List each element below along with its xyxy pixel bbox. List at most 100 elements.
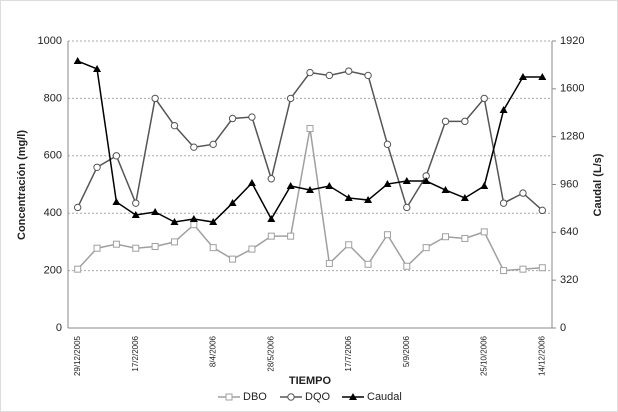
marker	[403, 203, 411, 212]
marker	[228, 114, 237, 123]
marker	[441, 117, 450, 126]
marker	[190, 143, 198, 151]
x-tick-label: 28/5/2006	[266, 335, 275, 371]
marker	[364, 260, 372, 268]
marker	[267, 175, 275, 183]
y-tick-label: 200	[44, 265, 62, 277]
marker	[538, 73, 547, 81]
marker	[480, 181, 489, 189]
marker	[402, 177, 411, 185]
marker	[441, 186, 450, 194]
marker	[93, 244, 101, 252]
marker	[306, 68, 314, 77]
x-tick-label: 17/7/2006	[344, 335, 353, 371]
y2-tick-label: 960	[560, 178, 578, 190]
marker	[345, 241, 353, 249]
legend-label: DBO	[243, 391, 267, 403]
marker	[267, 215, 276, 223]
legend-marker	[287, 393, 295, 401]
marker	[518, 73, 527, 81]
marker	[248, 113, 256, 121]
marker	[229, 255, 237, 263]
marker	[325, 259, 333, 267]
marker	[131, 210, 140, 218]
legend-label: Caudal	[367, 391, 402, 403]
marker	[170, 238, 178, 246]
marker	[403, 262, 411, 270]
y-tick-label: 800	[44, 92, 62, 104]
marker	[132, 244, 140, 252]
marker	[538, 264, 546, 272]
y2-tick-label: 0	[560, 322, 566, 334]
marker	[461, 234, 469, 242]
y-axis-title: Concentración (mg/l)	[16, 130, 28, 240]
y-tick-label: 1000	[38, 35, 62, 47]
marker	[74, 265, 82, 273]
marker	[442, 233, 450, 241]
marker	[325, 181, 334, 189]
marker	[519, 265, 527, 273]
legend-marker	[349, 393, 357, 400]
x-tick-label: 8/4/2006	[208, 335, 217, 367]
marker	[422, 244, 430, 252]
marker	[306, 125, 314, 133]
marker	[209, 244, 217, 252]
y-tick-label: 600	[44, 150, 62, 162]
legend-marker	[225, 393, 233, 401]
y2-tick-label: 1600	[560, 83, 584, 95]
marker	[383, 140, 392, 149]
marker	[170, 121, 179, 130]
marker	[325, 71, 334, 80]
marker	[287, 232, 295, 240]
marker	[383, 180, 392, 188]
y2-tick-label: 1920	[560, 35, 584, 47]
marker	[500, 267, 508, 275]
marker	[364, 196, 373, 204]
y2-tick-label: 1280	[560, 131, 584, 143]
marker	[228, 199, 237, 207]
marker	[460, 193, 469, 201]
x-tick-label: 5/9/2006	[402, 335, 411, 367]
marker	[209, 140, 217, 149]
marker	[519, 189, 527, 197]
y-tick-label: 400	[44, 207, 62, 219]
marker	[499, 106, 508, 114]
marker	[499, 199, 508, 207]
marker	[538, 206, 547, 215]
marker	[93, 64, 102, 72]
marker	[306, 186, 314, 194]
marker	[480, 94, 488, 103]
marker	[364, 71, 372, 80]
x-tick-label: 14/12/2006	[537, 335, 546, 376]
marker	[422, 177, 431, 185]
marker	[93, 163, 101, 171]
x-tick-label: 17/2/2006	[131, 335, 140, 371]
y-tick-label: 0	[56, 322, 62, 334]
marker	[189, 215, 198, 223]
marker	[286, 181, 295, 189]
marker	[383, 231, 391, 239]
marker	[132, 199, 140, 207]
marker	[209, 218, 218, 226]
marker	[151, 242, 159, 250]
marker	[248, 245, 256, 253]
marker	[461, 117, 469, 126]
marker	[73, 57, 82, 65]
x-tick-label: 25/10/2006	[479, 335, 488, 376]
marker	[151, 208, 160, 216]
marker	[345, 67, 353, 75]
marker	[267, 232, 275, 240]
marker	[112, 197, 121, 205]
marker	[190, 221, 198, 229]
y2-tick-label: 640	[560, 226, 578, 238]
marker	[286, 94, 295, 103]
marker	[151, 94, 159, 103]
x-axis-title: TIEMPO	[289, 375, 332, 387]
y2-tick-label: 320	[560, 274, 578, 286]
legend-label: DQO	[305, 391, 331, 403]
marker	[170, 218, 179, 226]
x-tick-label: 29/12/2005	[73, 335, 82, 376]
marker	[112, 152, 121, 160]
marker	[344, 193, 353, 201]
